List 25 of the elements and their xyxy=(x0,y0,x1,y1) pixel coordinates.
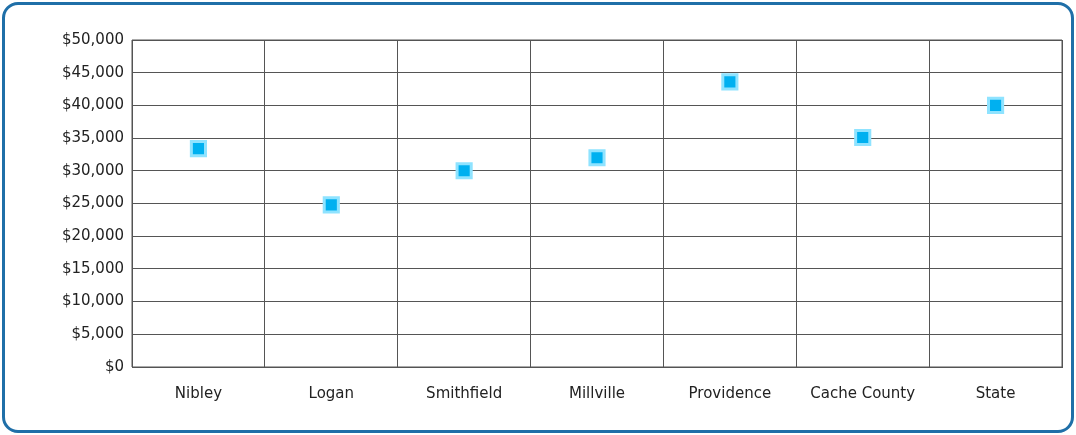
point xyxy=(854,128,872,147)
y-tick-label: $40,000 xyxy=(61,95,124,114)
y-tick-label: $35,000 xyxy=(61,127,124,146)
y-tick-label: $0 xyxy=(104,356,124,375)
y-tick-label: $10,000 xyxy=(61,291,124,310)
x-tick-label: Cache County xyxy=(810,383,916,402)
x-tick-label: Millville xyxy=(568,383,626,402)
point xyxy=(987,96,1005,114)
point xyxy=(322,196,340,214)
x-tick-label: Providence xyxy=(688,383,772,402)
point xyxy=(455,162,473,180)
y-tick-label: $50,000 xyxy=(61,29,124,48)
x-tick-label: State xyxy=(975,383,1016,402)
x-tick-label: Nibley xyxy=(174,383,223,402)
point xyxy=(189,139,207,158)
y-tick-label: $25,000 xyxy=(61,193,124,212)
x-tick-label: Smithfield xyxy=(426,383,503,402)
y-tick-label: $5,000 xyxy=(71,324,124,343)
point xyxy=(588,149,606,167)
x-tick-label: Logan xyxy=(308,383,355,402)
y-tick-label: $15,000 xyxy=(61,258,124,277)
point xyxy=(721,73,739,91)
y-tick-label: $30,000 xyxy=(61,160,124,179)
y-tick-label: $20,000 xyxy=(61,226,124,245)
y-tick-label: $45,000 xyxy=(61,62,124,81)
